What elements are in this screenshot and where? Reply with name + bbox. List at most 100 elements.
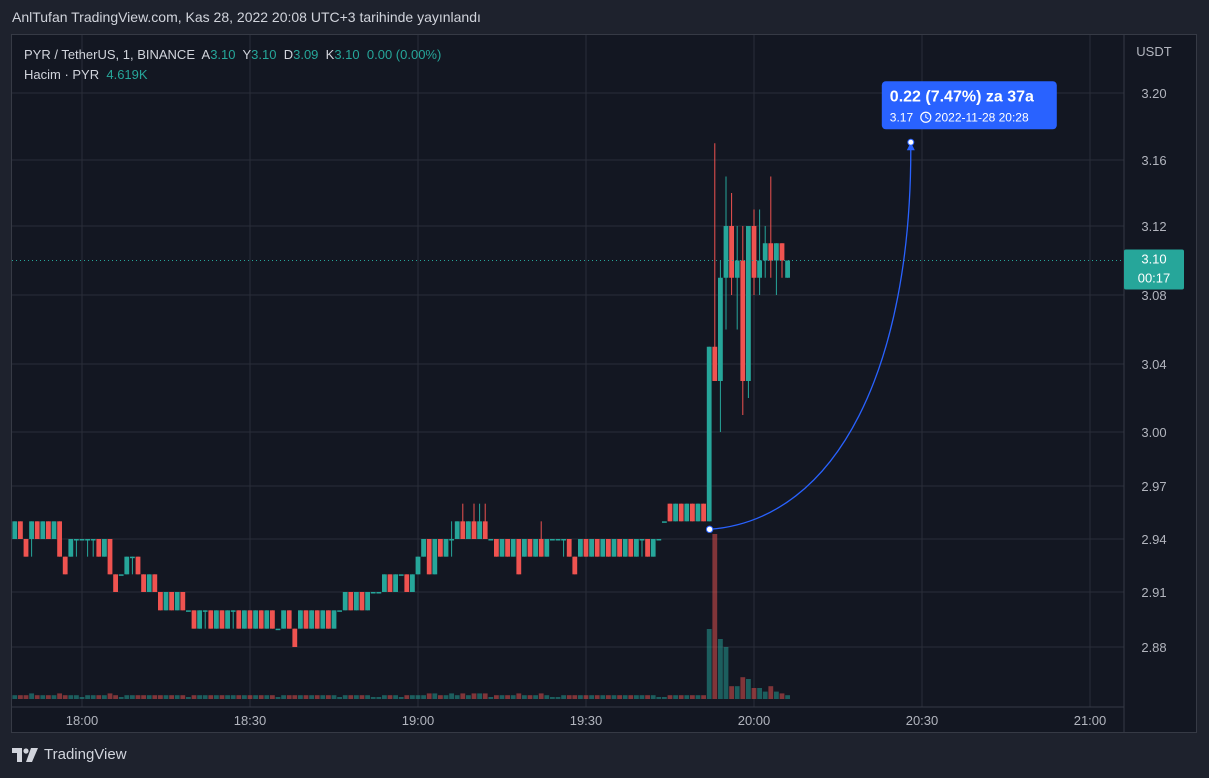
legend-low-value: 3.09 [293, 47, 319, 62]
volume-bar [522, 695, 527, 699]
candle-body [522, 539, 527, 557]
time-tick-label: 19:00 [402, 713, 435, 728]
volume-bar [690, 695, 695, 699]
volume-bar [57, 693, 62, 699]
volume-bar [505, 695, 510, 699]
volume-bar [527, 695, 533, 699]
volume-bar [163, 695, 169, 699]
time-tick-label: 18:00 [66, 713, 99, 728]
candle-body [376, 592, 382, 594]
candle-body [505, 539, 510, 557]
candle-body [695, 503, 701, 522]
volume-bar [482, 693, 488, 699]
candle-body [606, 539, 611, 557]
candle-body [482, 521, 488, 539]
volume-bar [706, 629, 712, 699]
volume-bar [236, 695, 242, 699]
candle-body [477, 521, 482, 539]
clock-icon [920, 111, 932, 123]
volume-bar [611, 695, 617, 699]
price-tick-label: 2.94 [1141, 532, 1166, 547]
volume-bar [785, 695, 790, 699]
price-tick-label: 3.12 [1141, 219, 1166, 234]
candle-body [438, 539, 443, 557]
candle-body [426, 539, 432, 575]
candle-body [460, 521, 466, 539]
volume-bar [314, 695, 320, 699]
candle-body [208, 610, 214, 629]
candle-body [270, 610, 275, 629]
candle-body [219, 610, 225, 629]
candle-body [746, 226, 751, 381]
candle-body [583, 539, 589, 557]
volume-bar [398, 697, 404, 699]
legend-ohlc-row: PYR / TetherUS, 1, BINANCE A3.10 Y3.10 D… [24, 45, 441, 65]
candle-body [690, 503, 695, 522]
price-tick-label: 3.00 [1141, 425, 1166, 440]
candle-body [589, 539, 594, 557]
volume-bar [404, 695, 410, 699]
candle-body [449, 539, 454, 541]
volume-bar [421, 695, 426, 699]
volume-bar [247, 695, 253, 699]
tv-logo-icon [12, 747, 38, 762]
candle-body [516, 539, 522, 575]
volume-bar [667, 695, 673, 699]
volume-bar [169, 695, 174, 699]
candle-body [684, 503, 690, 522]
chart-frame[interactable]: 0.22 (7.47%) za 37a 3.17 2022-11-28 20:28 … [11, 34, 1197, 733]
legend-volume-label[interactable]: Hacim · PYR [24, 67, 100, 82]
candle-body [186, 610, 191, 612]
candle-body [454, 521, 460, 539]
candle-body [62, 556, 68, 575]
volume-bar [712, 534, 718, 699]
candle-body [230, 610, 236, 612]
volume-bar [79, 697, 85, 699]
volume-bar [68, 695, 74, 699]
candle-body [404, 574, 410, 592]
volume-bar [337, 697, 342, 699]
volume-bar [572, 695, 578, 699]
candle-body [135, 556, 141, 575]
time-tick-label: 21:00 [1074, 713, 1107, 728]
volume-bar [550, 697, 555, 699]
volume-bar [494, 695, 499, 699]
candle-body [40, 521, 46, 539]
candle-body [734, 260, 740, 278]
legend-change: 0.00 (0.00%) [366, 47, 442, 62]
volume-bar [197, 695, 202, 699]
volume-bar [589, 695, 594, 699]
candle-body [466, 521, 471, 539]
volume-bar [242, 695, 247, 699]
legend-symbol[interactable]: PYR / TetherUS, 1, BINANCE [24, 47, 195, 62]
candle-body [169, 592, 174, 611]
volume-bar [471, 693, 477, 699]
candle-body [443, 539, 449, 557]
candle-body [314, 610, 320, 629]
candle-body [247, 610, 253, 629]
countdown-value: 00:17 [1138, 271, 1171, 286]
tradingview-logo[interactable]: TradingView [12, 746, 127, 763]
volume-bar [18, 695, 23, 699]
volume-bar [718, 639, 723, 699]
volume-bar [62, 695, 68, 699]
candle-body [762, 243, 768, 261]
candle-body [298, 610, 303, 629]
volume-bar [701, 695, 706, 699]
volume-bar [566, 695, 572, 699]
candle-body [46, 521, 51, 539]
projection-price-text: 3.17 [890, 110, 914, 124]
volume-bar [370, 697, 376, 699]
volume-bar [449, 693, 454, 699]
volume-bar [303, 695, 309, 699]
candle-body [331, 610, 337, 629]
volume-bar [292, 695, 298, 699]
volume-layer [12, 534, 790, 699]
candle-body [538, 539, 544, 557]
legend-open-label: A [201, 47, 211, 62]
volume-bar [376, 697, 382, 699]
candle-body [23, 539, 29, 557]
volume-bar [466, 695, 471, 699]
volume-bar [768, 686, 774, 699]
